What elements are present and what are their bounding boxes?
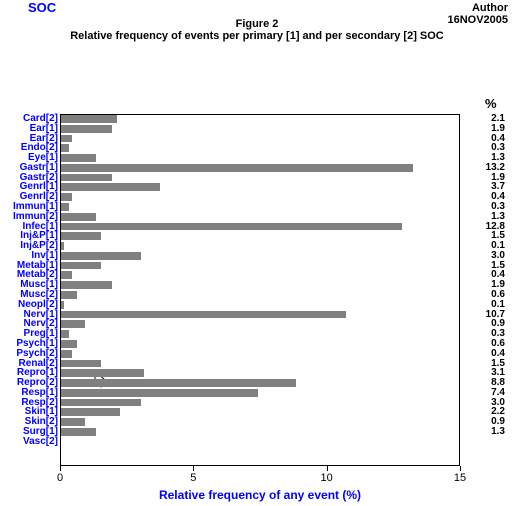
bar (61, 223, 402, 231)
bar (61, 135, 72, 143)
x-tick-label: 5 (178, 472, 208, 484)
bar (61, 154, 96, 162)
x-tick (327, 466, 328, 471)
percent-heading: % (485, 96, 497, 111)
bar (61, 408, 120, 416)
soc-heading: SOC (28, 0, 56, 15)
x-tick (193, 466, 194, 471)
bar (61, 418, 85, 426)
bar (61, 115, 117, 123)
bar (61, 428, 96, 436)
bar (61, 389, 258, 397)
x-tick-label: 10 (312, 472, 342, 484)
author-label: Author (472, 2, 508, 14)
figure-title: Relative frequency of events per primary… (0, 30, 514, 42)
x-tick-label: 0 (45, 472, 75, 484)
bar (61, 301, 64, 309)
bar (61, 369, 144, 377)
value-label: 1.3 (465, 427, 505, 437)
bar (61, 262, 101, 270)
bar (61, 252, 141, 260)
bar (61, 340, 77, 348)
x-tick-label: 15 (445, 472, 475, 484)
bar (61, 399, 141, 407)
bar (61, 291, 77, 299)
category-label: Vasc[2] (2, 437, 58, 447)
bar (61, 183, 160, 191)
bar (61, 242, 64, 250)
bar (61, 360, 101, 368)
figure-number: Figure 2 (0, 18, 514, 30)
x-axis-title: Relative frequency of any event (%) (60, 488, 460, 502)
x-tick (460, 466, 461, 471)
bar (61, 271, 72, 279)
bar (61, 281, 112, 289)
bar (61, 311, 346, 319)
bar (61, 203, 69, 211)
bar (61, 232, 101, 240)
bar (61, 320, 85, 328)
bar (61, 213, 96, 221)
bar (61, 125, 112, 133)
bar (61, 330, 69, 338)
bar (61, 379, 296, 387)
bar (61, 144, 69, 152)
bar (61, 193, 72, 201)
bar (61, 174, 112, 182)
bar (61, 164, 413, 172)
bar (61, 350, 72, 358)
x-tick (60, 466, 61, 471)
